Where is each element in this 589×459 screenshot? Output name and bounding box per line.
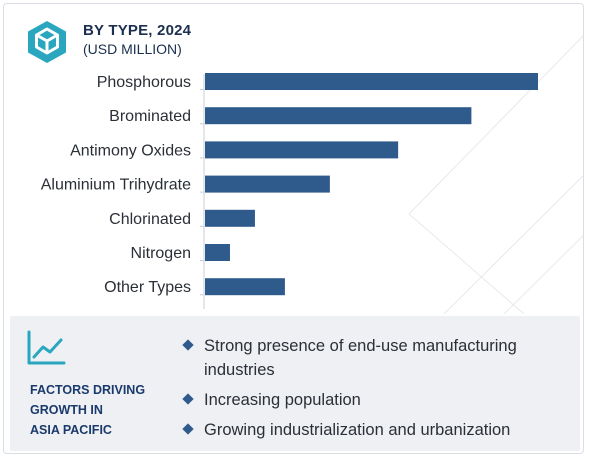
factor-text: Increasing population (204, 391, 361, 409)
chart-title: BY TYPE, 2024 (83, 22, 192, 39)
factors-heading-line: ASIA PACIFIC (30, 423, 112, 437)
diamond-bullet-icon (182, 423, 194, 435)
category-label: Chlorinated (109, 211, 191, 228)
factors-heading-line: FACTORS DRIVING (30, 383, 146, 397)
bar (205, 244, 230, 261)
category-label: Nitrogen (131, 245, 191, 262)
factor-text: Growing industrialization and urbanizati… (204, 421, 511, 439)
factor-item: Increasing population (182, 388, 572, 412)
bar (205, 107, 472, 125)
factors-heading-line: GROWTH IN (30, 403, 103, 417)
factors-panel: FACTORS DRIVING GROWTH IN ASIA PACIFIC S… (10, 316, 580, 451)
category-label: Aluminium Trihydrate (41, 177, 191, 194)
bar (205, 141, 399, 159)
factor-text: Strong presence of end-use manufacturing… (204, 337, 517, 379)
category-label: Antimony Oxides (70, 142, 191, 159)
bar (205, 73, 538, 90)
infographic-card: BY TYPE, 2024 (USD MILLION) Phosphorous B… (3, 3, 584, 454)
diamond-bullet-icon (182, 339, 194, 351)
diamond-bullet-icon (182, 393, 194, 405)
factors-heading: FACTORS DRIVING GROWTH IN ASIA PACIFIC (30, 380, 180, 440)
factors-list: Strong presence of end-use manufacturing… (182, 334, 572, 448)
bar (205, 278, 285, 296)
factor-item: Strong presence of end-use manufacturing… (182, 334, 572, 382)
category-label: Other Types (104, 279, 191, 296)
category-label: Brominated (109, 108, 191, 125)
bar (205, 209, 255, 227)
bar (205, 175, 330, 193)
factor-item: Growing industrialization and urbanizati… (182, 418, 572, 442)
cube-icon (28, 21, 66, 63)
category-label: Phosphorous (97, 74, 191, 91)
bar-chart: Phosphorous Brominated Antimony Oxides Alum… (41, 73, 538, 309)
chart-subtitle: (USD MILLION) (83, 41, 182, 57)
trend-line-icon (27, 330, 66, 365)
